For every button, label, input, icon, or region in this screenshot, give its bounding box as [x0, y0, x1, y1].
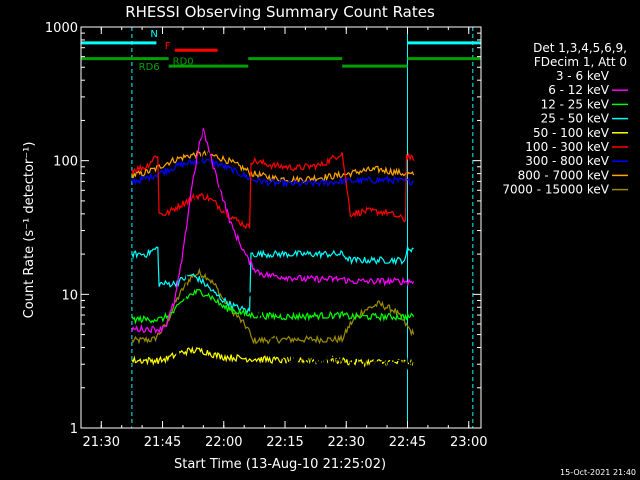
flag-label-rd0: RD0 — [173, 57, 194, 68]
x-tick-label: 22:15 — [266, 435, 303, 450]
y-tick-label: 1000 — [45, 21, 78, 36]
legend-entry-label: 25 - 50 keV — [541, 112, 610, 126]
y-axis-title: Count Rate (s⁻¹ detector⁻¹) — [22, 142, 37, 319]
generation-timestamp: 15-Oct-2021 21:40 — [560, 468, 636, 477]
series-line — [131, 244, 414, 315]
legend-entry-label: 300 - 800 keV — [525, 154, 609, 168]
series-line — [131, 131, 415, 429]
y-axis-ticks: 1 10 100 1000 — [45, 21, 481, 437]
flag-label-f: F — [165, 41, 171, 52]
x-axis-ticks: 21:30 21:45 22:00 22:15 22:30 22:45 23:00 — [83, 27, 487, 450]
x-axis-title: Start Time (13-Aug-10 21:25:02) — [174, 457, 386, 472]
series-line — [131, 156, 414, 189]
y-tick-label: 1 — [70, 422, 78, 437]
legend-entry-label: 3 - 6 keV — [556, 69, 610, 83]
legend-entry-label: 12 - 25 keV — [541, 97, 610, 111]
series-line — [131, 267, 415, 345]
chart-title: RHESSI Observing Summary Count Rates — [125, 3, 435, 21]
y-tick-label: 10 — [61, 288, 78, 303]
count-rate-series — [131, 128, 415, 429]
legend: Det 1,3,4,5,6,9, FDecim 1, Att 0 3 - 6 k… — [502, 41, 628, 197]
x-tick-label: 23:00 — [450, 435, 487, 450]
x-tick-label: 22:45 — [389, 435, 426, 450]
legend-entry-label: 100 - 300 keV — [525, 140, 609, 154]
x-tick-label: 21:30 — [83, 435, 120, 450]
legend-entry-label: 6 - 12 keV — [548, 83, 610, 97]
x-tick-label: 21:45 — [144, 435, 181, 450]
x-tick-label: 22:00 — [205, 435, 242, 450]
legend-header-line-2: FDecim 1, Att 0 — [534, 55, 627, 69]
flag-label-rd6: RD6 — [139, 62, 160, 73]
legend-entry-label: 800 - 7000 keV — [518, 168, 610, 182]
series-line — [131, 288, 415, 325]
flag-label-n: N — [150, 29, 157, 40]
legend-entry-label: 50 - 100 keV — [533, 126, 610, 140]
legend-header-line-1: Det 1,3,4,5,6,9, — [533, 41, 627, 55]
series-line — [131, 150, 415, 184]
series-line — [131, 152, 415, 230]
x-tick-label: 22:30 — [328, 435, 365, 450]
plot-frame — [80, 26, 482, 429]
y-tick-label: 100 — [53, 155, 78, 170]
legend-entry-label: 7000 - 15000 keV — [502, 183, 609, 197]
series-line — [131, 128, 415, 335]
